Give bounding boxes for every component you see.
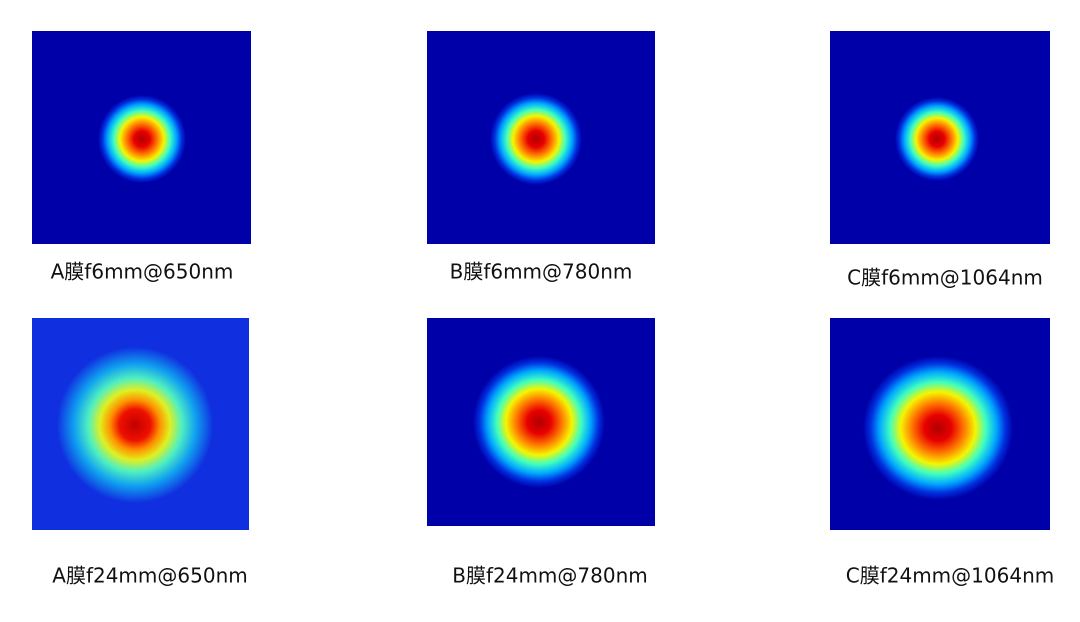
- caption: A膜f24mm@650nm: [52, 564, 247, 588]
- caption: B膜f24mm@780nm: [452, 564, 648, 588]
- beam-spot: [57, 347, 213, 503]
- caption: A膜f6mm@650nm: [51, 260, 234, 284]
- caption: C膜f24mm@1064nm: [846, 564, 1054, 588]
- beam-spot: [98, 95, 186, 183]
- panel: A膜f6mm@650nm: [32, 31, 251, 284]
- panel: C膜f24mm@1064nm: [830, 318, 1054, 588]
- panel: C膜f6mm@1064nm: [830, 31, 1050, 290]
- beam-spot: [473, 356, 605, 488]
- caption: C膜f6mm@1064nm: [847, 266, 1043, 290]
- panel: A膜f24mm@650nm: [32, 318, 249, 588]
- beam-spot: [895, 97, 979, 181]
- panel: B膜f6mm@780nm: [427, 31, 655, 284]
- caption: B膜f6mm@780nm: [450, 260, 633, 284]
- panel: B膜f24mm@780nm: [427, 318, 655, 588]
- beam-spot: [863, 356, 1013, 500]
- beam-spot: [490, 93, 582, 185]
